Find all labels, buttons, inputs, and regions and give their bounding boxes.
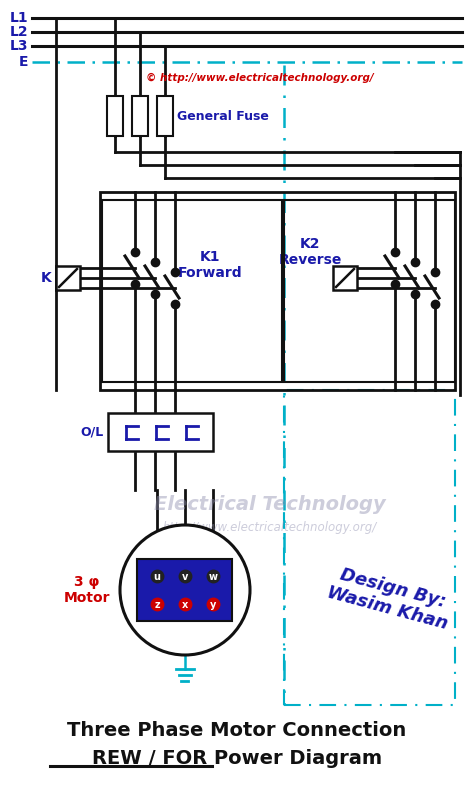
- Text: y: y: [210, 600, 216, 610]
- Text: © http://www.electricaltechnology.org/: © http://www.electricaltechnology.org/: [146, 73, 374, 83]
- Text: O/L: O/L: [81, 425, 104, 439]
- Text: w: w: [209, 572, 218, 582]
- Bar: [137, 559, 233, 621]
- Text: Three Phase Motor Connection: Three Phase Motor Connection: [67, 721, 407, 740]
- Bar: [157, 96, 173, 136]
- Text: K: K: [41, 271, 52, 285]
- Text: v: v: [182, 572, 188, 582]
- Text: u: u: [154, 572, 161, 582]
- Text: K1
Forward: K1 Forward: [178, 250, 242, 280]
- Text: z: z: [154, 600, 160, 610]
- Text: K2
Reverse: K2 Reverse: [278, 237, 342, 267]
- Text: Design By:
Wasim Khan: Design By: Wasim Khan: [325, 563, 455, 633]
- Bar: [333, 266, 357, 290]
- Text: REW / FOR Power Diagram: REW / FOR Power Diagram: [92, 748, 382, 767]
- Text: General Fuse: General Fuse: [177, 109, 269, 123]
- Text: http://www.electricaltechnology.org/: http://www.electricaltechnology.org/: [163, 521, 377, 534]
- Text: L3: L3: [9, 39, 28, 53]
- Text: x: x: [182, 600, 188, 610]
- Text: Electrical Technology: Electrical Technology: [154, 495, 386, 515]
- Bar: [107, 96, 123, 136]
- Bar: [102, 200, 282, 382]
- Bar: [132, 96, 148, 136]
- Bar: [100, 192, 455, 390]
- Text: E: E: [18, 55, 28, 69]
- Circle shape: [120, 525, 250, 655]
- Text: L1: L1: [9, 11, 28, 25]
- Text: 3 φ
Motor: 3 φ Motor: [64, 575, 110, 605]
- Bar: [284, 390, 455, 705]
- Bar: [108, 413, 213, 451]
- Text: L2: L2: [9, 25, 28, 39]
- Bar: [284, 200, 455, 382]
- Bar: [56, 266, 80, 290]
